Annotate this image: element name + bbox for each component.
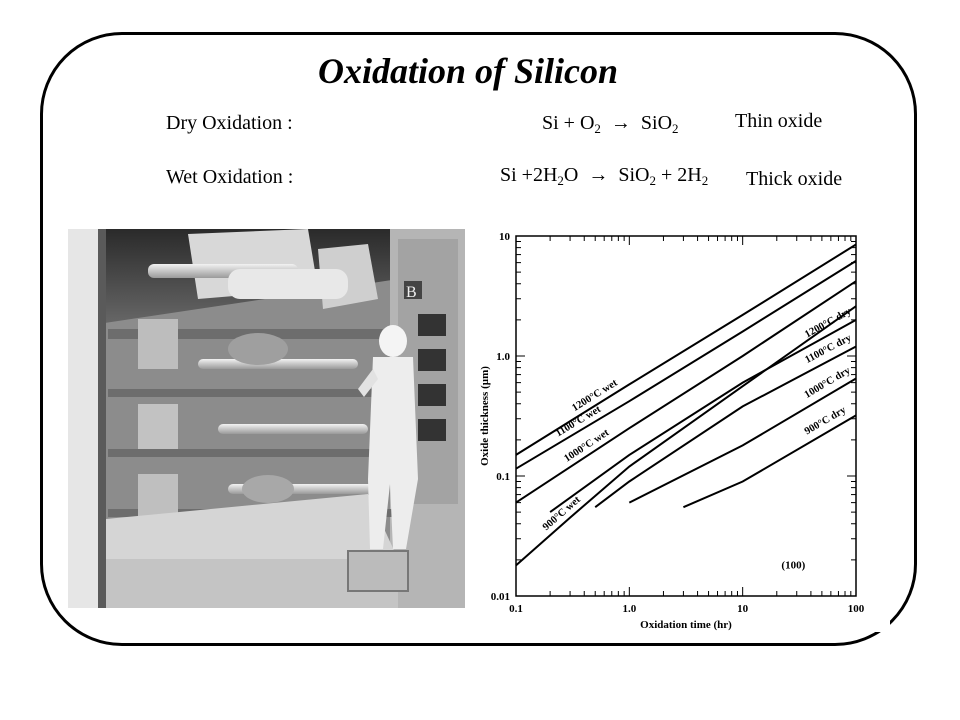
slide-frame [40, 32, 917, 646]
dry-oxidation-note: Thin oxide [735, 110, 823, 132]
y-tick-label: 0.01 [491, 591, 510, 603]
wet-oxidation-equation: Si +2H2O → SiO2 + 2H2 [500, 164, 709, 188]
series-line [549, 319, 857, 513]
series-line [515, 243, 857, 456]
wet-oxidation-label: Wet Oxidation : [166, 166, 294, 188]
oxidation-furnace-photo: B [68, 229, 465, 608]
x-axis-label: Oxidation time (hr) [640, 619, 732, 631]
x-tick-label: 1.0 [622, 603, 636, 615]
chart-annotation: (100) [781, 559, 805, 571]
chart-series [515, 243, 857, 567]
series-line [515, 305, 857, 567]
slide-title: Oxidation of Silicon [318, 51, 619, 91]
series-line [683, 414, 857, 509]
wet-oxidation-note: Thick oxide [746, 168, 843, 190]
y-tick-label: 1.0 [496, 351, 510, 363]
x-tick-label: 10 [737, 603, 749, 615]
dry-oxidation-equation: Si + O2 → SiO2 [542, 112, 679, 136]
arrow-icon: → [610, 112, 631, 134]
series-line [594, 345, 857, 508]
x-tick-label: 0.1 [509, 603, 523, 615]
series-line [515, 280, 857, 504]
series-line [515, 260, 857, 470]
y-tick-label: 0.1 [496, 471, 510, 483]
series-line [628, 377, 857, 504]
x-tick-label: 100 [848, 603, 865, 615]
oxide-thickness-chart: 0.1 1.0 10 100 0.01 0.1 1.0 10 Oxidation time (h… [470, 222, 890, 632]
y-tick-label: 10 [499, 231, 511, 243]
dry-oxidation-label: Dry Oxidation : [166, 112, 293, 134]
photo-label: B [406, 284, 417, 301]
arrow-icon: → [588, 164, 609, 186]
y-axis-label: Oxide thickness (µm) [479, 366, 491, 466]
